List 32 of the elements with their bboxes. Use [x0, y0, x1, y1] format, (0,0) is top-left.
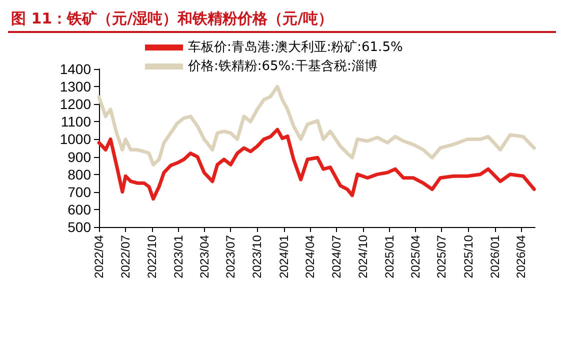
x-tick-label: 2026/01: [488, 234, 502, 278]
x-tick-label: 2025/07: [434, 234, 449, 278]
legend-label: 价格:铁精粉:65%:干基含税:淄博: [187, 59, 378, 74]
y-tick-label: 800: [68, 166, 92, 182]
x-tick-label: 2023/07: [224, 234, 238, 278]
x-tick-label: 2024/10: [356, 234, 370, 278]
x-tick-label: 2022/04: [92, 234, 106, 278]
x-tick-label: 2023/10: [250, 234, 264, 278]
x-tick-label: 2025/10: [461, 234, 476, 278]
y-tick-label: 500: [68, 219, 92, 235]
y-tick-label: 1400: [60, 61, 92, 77]
line-series: [97, 128, 536, 201]
x-tick-label: 2024/01: [276, 234, 291, 278]
x-tick-label: 2025/04: [408, 234, 422, 278]
y-tick-label: 1300: [60, 78, 92, 95]
x-tick-label: 2026/04: [514, 234, 528, 278]
y-tick-label: 1200: [60, 96, 92, 112]
y-tick-label: 900: [68, 148, 92, 165]
y-tick-label: 1000: [60, 131, 92, 148]
y-tick-label: 1100: [60, 114, 92, 130]
x-tick-label: 2024/04: [303, 234, 318, 278]
x-tick-label: 2024/07: [329, 234, 344, 278]
y-tick-label: 600: [68, 201, 92, 218]
legend-label: 车板价:青岛港:澳大利亚:粉矿:61.5%: [188, 40, 403, 55]
line-series: [97, 84, 536, 166]
chart-title: 图 11：铁矿（元/湿吨）和铁精粉价格（元/吨）: [11, 10, 334, 28]
x-tick-label: 2022/07: [118, 234, 132, 278]
x-tick-label: 2025/01: [382, 234, 396, 278]
x-tick-label: 2023/04: [197, 234, 212, 278]
y-tick-label: 700: [68, 184, 92, 200]
x-tick-label: 2023/01: [171, 234, 186, 278]
x-tick-label: 2022/10: [144, 234, 159, 278]
